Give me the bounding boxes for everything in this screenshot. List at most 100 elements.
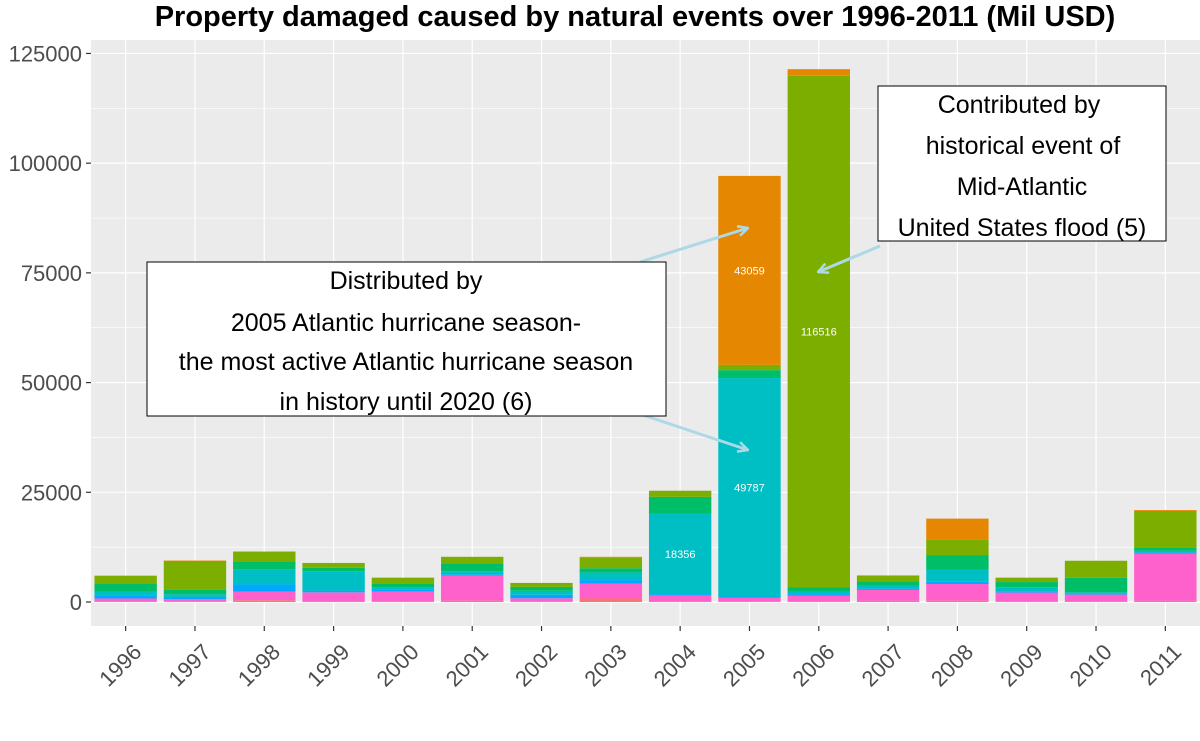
bar-segment [233, 569, 296, 585]
bar-segment [510, 598, 573, 602]
bar-segment [163, 589, 227, 595]
bar-segment [718, 596, 781, 598]
bar-segment [648, 513, 712, 595]
bar-segment [718, 378, 781, 597]
annotation-line: Contributed by [938, 91, 1101, 119]
x-tick-label: 2005 [718, 639, 770, 691]
bar-segment [648, 496, 712, 514]
bar-segment [718, 597, 781, 602]
bar-segment [648, 601, 712, 602]
bar-segment [856, 588, 920, 590]
bar-segment [302, 590, 365, 593]
annotation-hurricane: Distributed by 2005 Atlantic hurricane s… [146, 228, 748, 450]
annotation-line: United States flood (5) [898, 214, 1147, 242]
bar-segment [787, 591, 850, 595]
bar-segment [926, 584, 989, 601]
y-tick-label: 100000 [9, 151, 82, 176]
bar-segment [441, 556, 504, 564]
bar-segment [233, 551, 296, 562]
chart-title: Property damaged caused by natural event… [155, 1, 1116, 33]
y-tick-label: 125000 [9, 41, 82, 66]
bar-segment [94, 591, 157, 596]
bar-segment [926, 555, 989, 570]
x-axis: 1996 1997 1998 1999 2000 2001 2002 2003 2004 2005… [94, 626, 1186, 691]
bar-segment [371, 577, 435, 584]
bar-segment [856, 581, 920, 586]
bar-segment [94, 601, 157, 602]
bar-segment [510, 582, 573, 587]
bar-segment [163, 560, 227, 590]
bar-segment [718, 364, 781, 371]
bar-segment [787, 594, 850, 596]
bar-segment [302, 592, 365, 602]
bar-segment [648, 594, 712, 596]
bar-segment [856, 600, 920, 602]
bar-segment [94, 598, 157, 602]
annotation-line: historical event of [926, 132, 1121, 160]
bar-segment [856, 585, 920, 589]
x-tick-label: 2006 [787, 639, 839, 691]
bar-segment [787, 601, 850, 602]
bar-segment [995, 592, 1058, 602]
bar-segment [995, 582, 1058, 588]
bar-segment [302, 567, 365, 572]
bar-segment [510, 586, 573, 591]
bar-segment [441, 571, 504, 575]
bar-segment [1064, 593, 1128, 595]
bar-segment [1134, 547, 1197, 551]
x-tick-label: 2000 [371, 639, 423, 691]
data-label: 18356 [665, 549, 696, 561]
x-tick-label: 2011 [1135, 639, 1186, 690]
bar-segment [787, 595, 850, 602]
annotation-box [146, 261, 667, 417]
bar-segment [233, 561, 296, 570]
annotation-arrow [818, 244, 881, 272]
bar-segment [1064, 592, 1128, 594]
bar-segment [926, 569, 989, 582]
bar-segment [371, 601, 435, 602]
annotation-flood: Contributed by historical event of Mid-A… [818, 85, 1167, 272]
bars [94, 69, 1197, 602]
x-tick-label: 2010 [1065, 639, 1117, 691]
bar-segment [1134, 550, 1197, 553]
bar-segment [926, 539, 989, 556]
bar-segment [1134, 553, 1197, 601]
bar-segment [163, 601, 227, 602]
bar-segment [371, 587, 435, 590]
x-tick-label: 2007 [857, 639, 909, 691]
bar-segment [1134, 600, 1197, 602]
x-tick-label: 1998 [233, 639, 285, 691]
bar-segment [718, 370, 781, 379]
annotation-arrow [639, 412, 748, 450]
bar-segment [856, 575, 920, 582]
annotation-line: in history until 2020 (6) [280, 388, 533, 416]
y-tick-label: 75000 [21, 261, 82, 286]
bar-segment [926, 581, 989, 585]
annotation-box [877, 85, 1167, 242]
bar-segment [441, 600, 504, 602]
bar-segment [648, 490, 712, 497]
bar-segment [995, 591, 1058, 593]
y-axis: 0 25000 50000 75000 100000 125000 [9, 41, 91, 615]
bar-segment [787, 587, 850, 592]
x-tick-label: 2001 [441, 639, 493, 691]
x-tick-label: 1996 [94, 639, 146, 691]
bar-segment [856, 589, 920, 601]
bar-segment [787, 75, 850, 588]
bar-segment [1134, 552, 1197, 554]
x-tick-label: 2004 [649, 639, 701, 691]
bar-segment [510, 590, 573, 595]
bar-segment [787, 69, 850, 76]
bar-segment [371, 591, 435, 602]
data-label: 116516 [801, 326, 837, 338]
bar-segment [233, 600, 296, 602]
bar-segment [1064, 560, 1128, 578]
x-tick-label: 2002 [510, 639, 562, 691]
bar-segment [94, 595, 157, 599]
y-tick-label: 25000 [21, 480, 82, 505]
bar-segment [926, 518, 989, 540]
x-tick-label: 2003 [579, 639, 631, 691]
x-tick-label: 1999 [302, 639, 354, 691]
bar-segment [718, 601, 781, 602]
